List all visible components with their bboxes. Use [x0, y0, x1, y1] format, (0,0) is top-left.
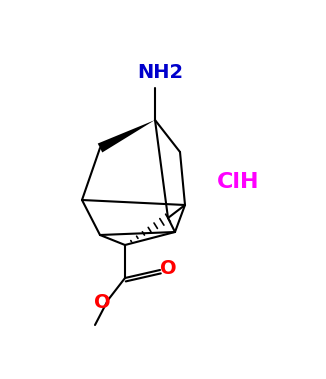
Text: ClH: ClH [217, 172, 259, 192]
Polygon shape [98, 120, 155, 152]
Text: NH2: NH2 [137, 63, 183, 81]
Text: O: O [94, 293, 110, 312]
Text: O: O [160, 258, 176, 277]
